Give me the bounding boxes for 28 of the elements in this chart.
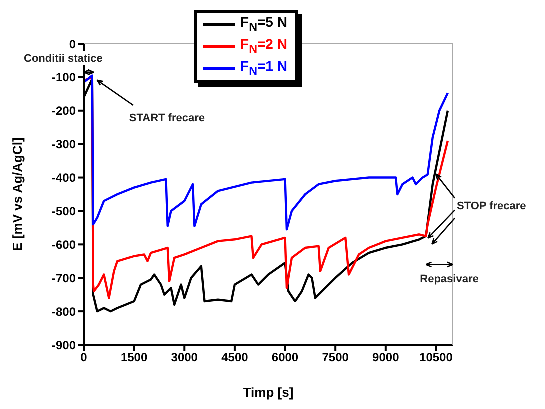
y-tick-label: -300 [52, 138, 76, 152]
x-tick-label: 6000 [272, 350, 299, 365]
annotation: Repasivare [420, 274, 479, 286]
legend-label: F$_{N}$=2 N [240, 36, 288, 58]
y-tick-label: -400 [52, 171, 76, 186]
y-tick-label: -800 [52, 304, 76, 319]
legend-label: F$_{N}$=5 N [240, 14, 288, 36]
y-axis-title: E [mV vs Ag/AgCl] [10, 138, 25, 252]
y-tick-label: -200 [52, 104, 76, 118]
x-tick-label: 3000 [171, 350, 198, 365]
y-tick-label: -700 [52, 271, 76, 286]
y-tick-label: -900 [52, 338, 76, 352]
y-tick-label: -100 [52, 70, 76, 85]
annotation: START frecare [129, 112, 205, 124]
x-tick-label: 9000 [372, 350, 400, 365]
y-tick-label: -600 [52, 238, 76, 252]
x-tick-label: 10500 [420, 350, 454, 365]
legend-label: F$_{N}$=1 N [240, 58, 288, 80]
annotation: Conditii statice [24, 53, 103, 65]
x-axis-title: Timp [s] [243, 385, 294, 400]
x-tick-label: 0 [80, 350, 88, 365]
annotation: STOP frecare [457, 200, 526, 212]
y-tick-label: -500 [52, 204, 76, 218]
y-tick-label: 0 [69, 37, 76, 52]
x-tick-label: 1500 [120, 350, 148, 365]
x-tick-label: 4500 [222, 350, 249, 365]
line-series [84, 74, 450, 231]
x-tick-label: 7500 [322, 350, 350, 365]
